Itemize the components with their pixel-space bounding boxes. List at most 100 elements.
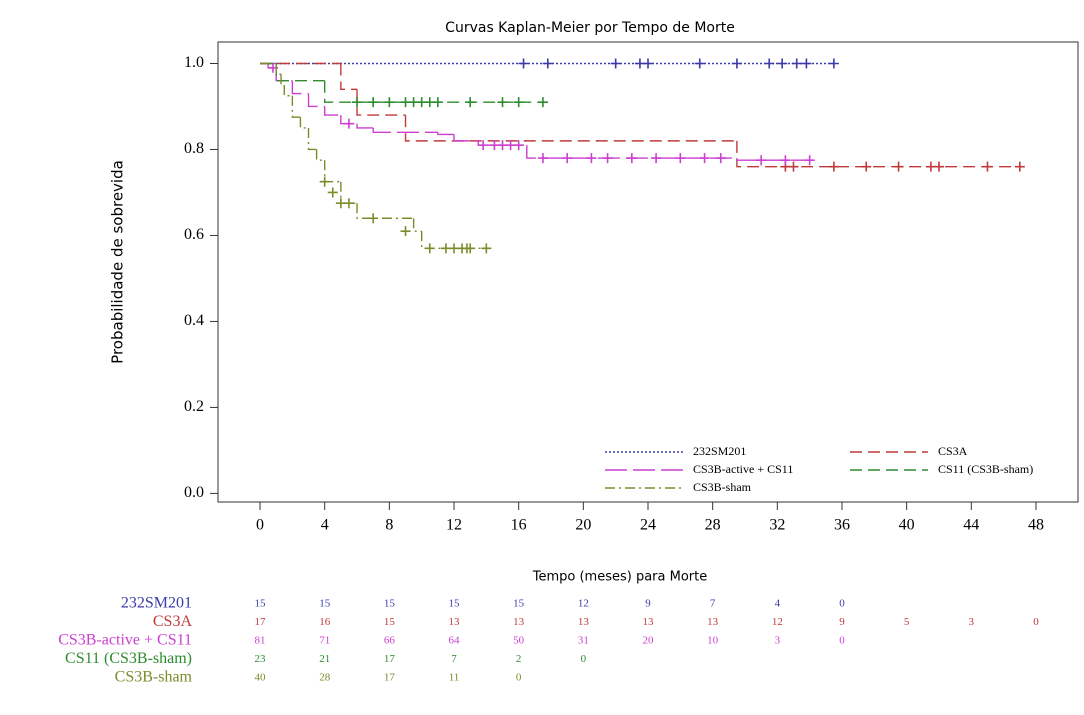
survival-step	[526, 145, 737, 159]
x-tick-label: 12	[446, 517, 462, 534]
censor-mark	[699, 153, 710, 164]
at-risk-count: 21	[319, 653, 330, 665]
survival-step	[412, 218, 422, 232]
censor-mark	[643, 58, 653, 69]
at-risk-count: 15	[449, 598, 461, 610]
censor-mark	[343, 198, 354, 209]
at-risk-count: 13	[513, 616, 525, 628]
at-risk-count: 5	[904, 616, 910, 628]
risk-row-label: CS11 (CS3B-sham)	[65, 650, 192, 667]
at-risk-count: 15	[513, 598, 525, 610]
censor-mark	[586, 153, 597, 164]
at-risk-count: 0	[839, 635, 845, 647]
x-tick-label: 32	[769, 517, 785, 534]
risk-row-label: CS3A	[153, 613, 193, 630]
at-risk-count: 15	[384, 598, 396, 610]
survival-step	[736, 140, 1020, 168]
survival-step	[275, 63, 282, 75]
x-tick-label: 44	[963, 517, 979, 534]
censor-mark	[368, 97, 379, 108]
censor-mark	[465, 243, 476, 254]
at-risk-count: 17	[384, 672, 396, 684]
censor-mark	[602, 153, 613, 164]
survival-step	[404, 115, 737, 142]
censor-mark	[327, 187, 338, 198]
at-risk-count: 15	[255, 598, 267, 610]
survival-step	[453, 134, 479, 142]
censor-mark	[465, 97, 476, 108]
survival-step	[323, 160, 341, 183]
survival-step	[315, 149, 325, 161]
risk-row-label: CS3B-sham	[115, 669, 193, 686]
x-tick-label: 36	[834, 517, 850, 534]
at-risk-count: 17	[255, 616, 267, 628]
at-risk-count: 20	[643, 635, 655, 647]
at-risk-count: 0	[1033, 616, 1039, 628]
legend-label: CS11 (CS3B-sham)	[938, 462, 1033, 476]
censor-mark	[756, 155, 767, 166]
censor-mark	[933, 161, 944, 172]
x-tick-label: 4	[321, 517, 329, 534]
at-risk-count: 13	[449, 616, 461, 628]
at-risk-count: 0	[581, 653, 587, 665]
censor-mark	[651, 153, 662, 164]
legend-label: CS3A	[938, 444, 968, 458]
at-risk-count: 17	[384, 653, 396, 665]
at-risk-count: 9	[645, 598, 651, 610]
at-risk-count: 15	[319, 598, 331, 610]
censor-mark	[804, 155, 815, 166]
survival-step	[275, 67, 293, 82]
x-tick-label: 28	[705, 517, 721, 534]
censor-mark	[513, 97, 524, 108]
censor-mark	[513, 140, 524, 151]
risk-row-label: CS3B-active + CS11	[58, 632, 192, 649]
x-tick-label: 0	[256, 517, 264, 534]
survival-step	[307, 93, 325, 108]
legend-label: 232SM201	[693, 444, 746, 458]
survival-step	[280, 74, 285, 86]
survival-step	[372, 127, 438, 133]
at-risk-count: 71	[319, 635, 330, 647]
at-risk-count: 15	[384, 616, 396, 628]
at-risk-count: 13	[707, 616, 719, 628]
y-axis-label: Probabilidade de sobrevida	[109, 160, 127, 364]
censor-mark	[352, 97, 363, 108]
survival-step	[291, 80, 309, 95]
censor-mark	[432, 97, 443, 108]
legend-label: CS3B-sham	[693, 480, 752, 494]
survival-step	[736, 158, 818, 161]
censor-mark	[828, 58, 839, 69]
censor-mark	[715, 153, 726, 164]
censor-mark	[518, 58, 529, 69]
at-risk-count: 13	[578, 616, 590, 628]
survival-step	[356, 123, 374, 129]
at-risk-count: 0	[516, 672, 522, 684]
censor-mark	[368, 213, 379, 224]
at-risk-count: 7	[451, 653, 457, 665]
survival-step	[340, 63, 358, 90]
censor-mark	[780, 155, 791, 166]
at-risk-count: 40	[255, 672, 267, 684]
censor-mark	[694, 58, 705, 69]
censor-mark	[610, 58, 621, 69]
plot-frame	[217, 41, 1079, 503]
at-risk-count: 3	[969, 616, 975, 628]
at-risk-count: 81	[255, 635, 266, 647]
at-risk-count: 4	[775, 598, 781, 610]
at-risk-count: 64	[449, 635, 461, 647]
survival-step	[437, 132, 455, 136]
censor-mark	[788, 161, 799, 172]
x-tick-label: 8	[385, 517, 393, 534]
at-risk-count: 23	[255, 653, 267, 665]
y-tick-label: 0.2	[184, 398, 204, 415]
x-tick-label: 20	[575, 517, 591, 534]
censor-mark	[343, 118, 354, 129]
y-tick-label: 1.0	[184, 54, 204, 71]
survival-step	[283, 84, 293, 97]
at-risk-count: 11	[449, 672, 460, 684]
at-risk-count: 50	[513, 635, 525, 647]
censor-mark	[542, 58, 553, 69]
at-risk-count: 9	[839, 616, 845, 628]
censor-mark	[731, 58, 742, 69]
